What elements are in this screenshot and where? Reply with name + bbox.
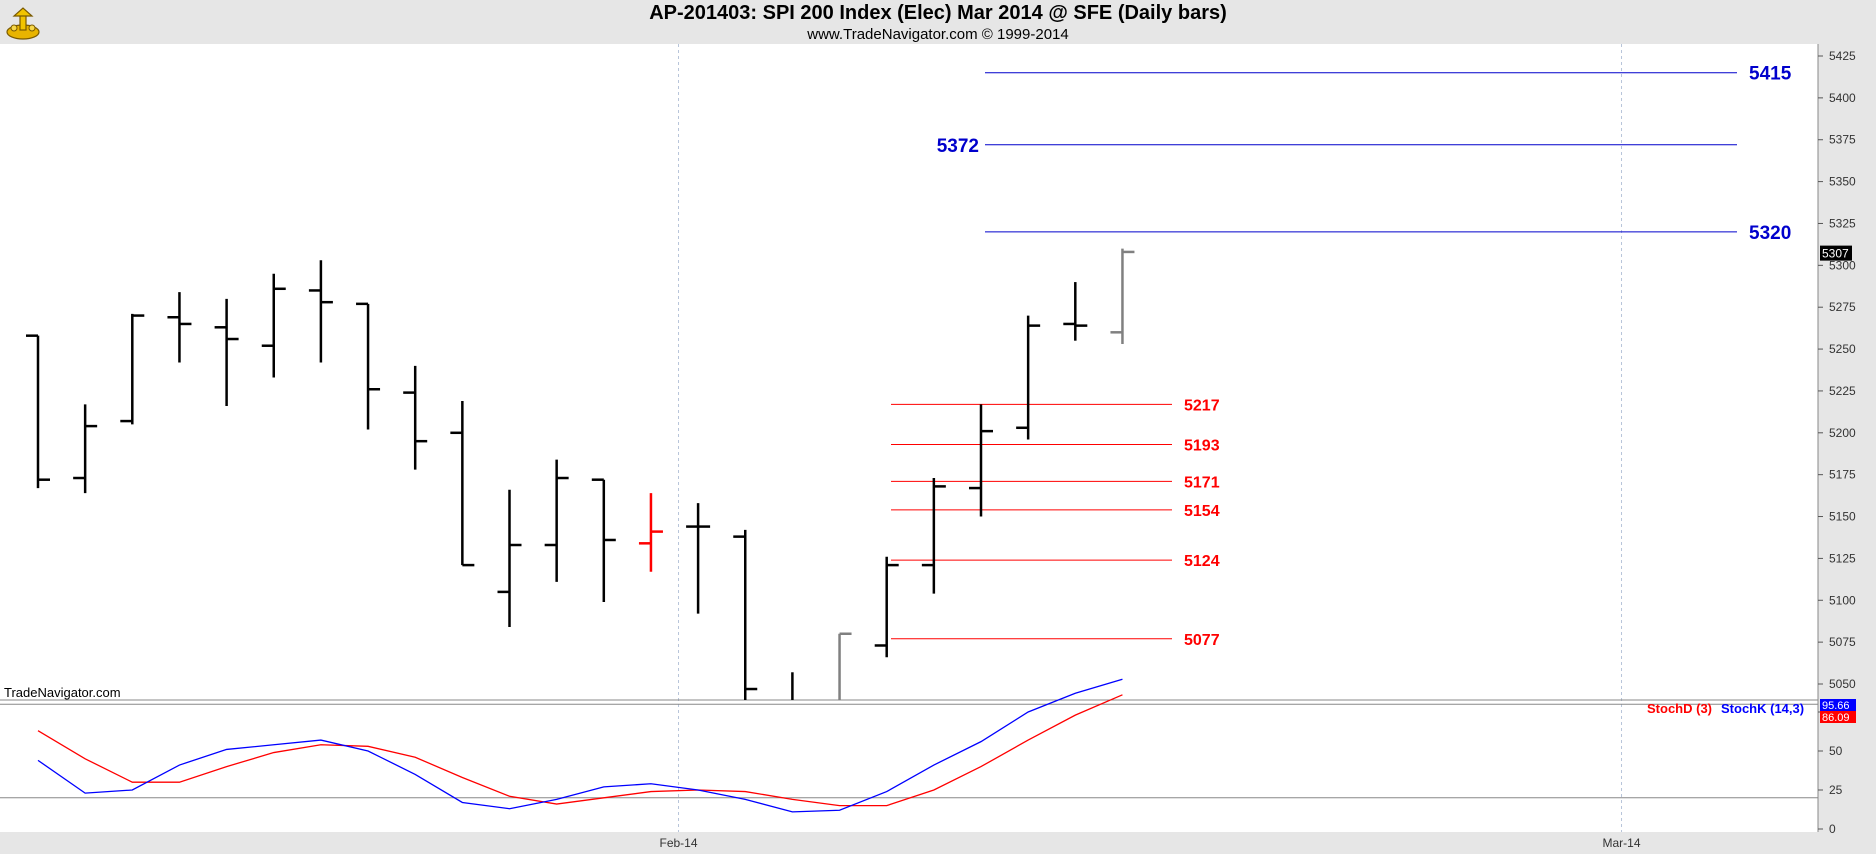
resistance-label: 5372 [937,136,979,157]
stoch-series-line [37,694,1123,807]
price-tick-label: 5375 [1829,133,1856,147]
ohlc-bar [261,273,286,378]
ohlc-bar [686,503,711,614]
ohlc-bar [497,489,522,628]
resistance-label: 5320 [1749,223,1791,244]
stoch-tick-label: 50 [1829,744,1843,758]
price-tick-label: 5100 [1829,593,1856,607]
stoch-k-badge [1820,699,1856,711]
ohlc-bar [638,493,663,572]
ohlc-bar [1016,315,1041,440]
last-price-label: 5307 [1822,247,1849,261]
ohlc-bar [1110,248,1135,345]
price-tick-label: 5350 [1829,175,1856,189]
stochastic-panel: 0255075StochD (3)StochK (14,3)95.6686.09… [0,678,1856,850]
stoch-k-value: 95.66 [1822,700,1850,712]
ohlc-bar [591,478,616,602]
ohlc-bar [921,478,946,594]
legend-stoch-k: StochK (14,3) [1721,701,1804,716]
ohlc-bar [733,529,758,700]
bottom-axis-band [0,832,1876,854]
ohlc-bar [120,313,145,425]
ohlc-bar [214,298,239,407]
support-label: 5154 [1184,503,1220,520]
price-tick-label: 5150 [1829,510,1856,524]
ohlc-bar [838,632,852,700]
price-tick-label: 5400 [1829,91,1856,105]
trade-navigator-logo-icon [6,7,40,40]
resistance-label: 5415 [1749,64,1792,85]
ohlc-bar [356,302,381,430]
stoch-tick-label: 25 [1829,783,1843,797]
support-label: 5217 [1184,397,1220,414]
price-tick-label: 5050 [1829,677,1856,691]
ohlc-bar [403,365,428,470]
price-tick-label: 5125 [1829,551,1856,565]
chart-subtitle: www.TradeNavigator.com © 1999-2014 [807,26,1069,43]
date-tick-label: Mar-14 [1603,836,1641,850]
stoch-d-value: 86.09 [1822,712,1850,724]
support-label: 5171 [1184,474,1220,491]
price-tick-label: 5250 [1829,342,1856,356]
support-label: 5124 [1184,553,1220,570]
price-tick-label: 5200 [1829,426,1856,440]
ohlc-bar [308,260,333,363]
stoch-d-badge [1820,711,1856,723]
support-label: 5193 [1184,438,1220,455]
support-label: 5077 [1184,632,1220,649]
right-axis-band [1818,44,1876,854]
price-tick-label: 5300 [1829,258,1856,272]
ohlc-bar [874,556,899,658]
ohlc-bar [26,334,50,489]
header-band [0,0,1876,44]
price-tick-label: 5075 [1829,635,1856,649]
last-price-badge [1820,245,1852,261]
ohlc-bar [167,292,192,363]
price-tick-label: 5425 [1829,49,1856,63]
ohlc-bar [969,404,993,517]
price-tick-label: 5275 [1829,300,1856,314]
date-tick-label: Feb-14 [660,836,698,850]
stoch-tick-label: 0 [1829,822,1836,836]
ohlc-bar [450,400,475,567]
ohlc-bar [544,459,569,582]
price-panel: 5050 5075 5100 5125 5150 5175 5200 5225 5250 5275… [0,44,1856,832]
stoch-series-line [37,678,1123,813]
watermark: TradeNavigator.com [4,685,121,700]
chart-title: AP-201403: SPI 200 Index (Elec) Mar 2014… [649,2,1227,24]
price-tick-label: 5325 [1829,216,1856,230]
legend-stoch-d: StochD (3) [1647,701,1712,716]
price-tick-label: 5225 [1829,384,1856,398]
ohlc-bar [73,404,98,494]
price-tick-label: 5175 [1829,468,1856,482]
ohlc-bar [1063,282,1088,341]
